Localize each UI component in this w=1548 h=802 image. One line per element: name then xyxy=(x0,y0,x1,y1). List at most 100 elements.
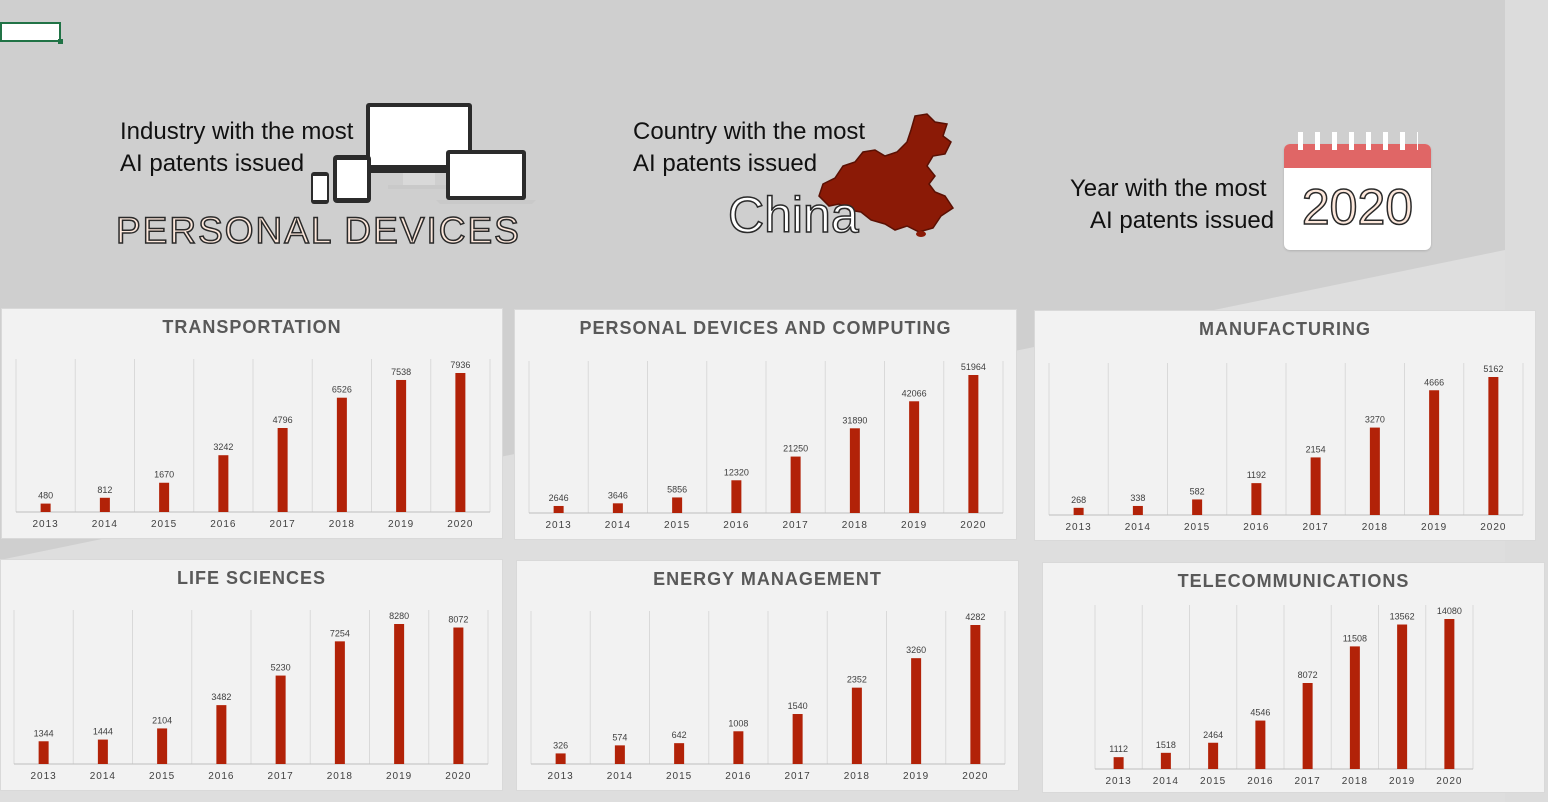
data-label: 8072 xyxy=(448,615,468,625)
data-label: 338 xyxy=(1130,493,1145,503)
bar-2020 xyxy=(1444,619,1454,769)
data-label: 12320 xyxy=(724,467,749,477)
x-tick-label: 2020 xyxy=(445,771,471,782)
calendar-icon: 2020 xyxy=(1284,132,1431,250)
x-tick-label: 2018 xyxy=(1362,522,1388,533)
data-label: 4666 xyxy=(1424,377,1444,387)
bar-2016 xyxy=(1251,483,1261,515)
bar-2014 xyxy=(1133,506,1143,515)
x-tick-label: 2017 xyxy=(1303,522,1329,533)
x-tick-label: 2014 xyxy=(92,519,118,530)
x-tick-label: 2015 xyxy=(666,771,692,782)
x-tick-label: 2016 xyxy=(208,771,234,782)
data-label: 14080 xyxy=(1437,606,1462,616)
bar-2017 xyxy=(1311,457,1321,515)
bar-2019 xyxy=(1397,625,1407,769)
bar-2018 xyxy=(1350,646,1360,769)
chart-svg: 1344201314442014210420153482201652302017… xyxy=(1,560,502,790)
bar-2019 xyxy=(1429,390,1439,515)
bar-2013 xyxy=(41,504,51,512)
devices-icon xyxy=(308,100,540,208)
x-tick-label: 2015 xyxy=(664,520,690,531)
x-tick-label: 2018 xyxy=(842,520,868,531)
bar-2018 xyxy=(335,641,345,764)
data-label: 2154 xyxy=(1306,444,1326,454)
kpi-industry-value: PERSONAL DEVICES xyxy=(116,210,521,252)
kpi-year-value: 2020 xyxy=(1284,178,1431,236)
x-tick-label: 2019 xyxy=(386,771,412,782)
bar-2013 xyxy=(39,741,49,764)
bar-2014 xyxy=(100,498,110,512)
data-label: 2352 xyxy=(847,675,867,685)
data-label: 1670 xyxy=(154,470,174,480)
selected-cell[interactable] xyxy=(0,22,61,42)
x-tick-label: 2013 xyxy=(1106,776,1132,787)
bar-2015 xyxy=(672,497,682,513)
data-label: 8072 xyxy=(1298,670,1318,680)
bar-2015 xyxy=(1192,499,1202,515)
x-tick-label: 2015 xyxy=(1184,522,1210,533)
x-tick-label: 2020 xyxy=(1480,522,1506,533)
x-tick-label: 2013 xyxy=(1066,522,1092,533)
chart-title: MANUFACTURING xyxy=(1035,319,1535,340)
bar-2018 xyxy=(1370,428,1380,515)
x-tick-label: 2013 xyxy=(548,771,574,782)
chart-svg: 1112201315182014246420154546201680722017… xyxy=(1043,563,1544,792)
bar-2020 xyxy=(968,375,978,513)
kpi-country-label-line2: AI patents issued xyxy=(633,148,817,180)
chart-panel-transportation: 4802013812201416702015324220164796201765… xyxy=(1,308,503,539)
x-tick-label: 2020 xyxy=(962,771,988,782)
bar-2019 xyxy=(394,624,404,764)
data-label: 1518 xyxy=(1156,740,1176,750)
data-label: 2104 xyxy=(152,715,172,725)
chart-svg: 4802013812201416702015324220164796201765… xyxy=(2,309,502,538)
data-label: 1344 xyxy=(34,728,54,738)
data-label: 6526 xyxy=(332,385,352,395)
x-tick-label: 2020 xyxy=(1436,776,1462,787)
data-label: 31890 xyxy=(842,415,867,425)
x-tick-label: 2019 xyxy=(1389,776,1415,787)
x-tick-label: 2016 xyxy=(210,519,236,530)
kpi-country-value: China xyxy=(728,186,859,244)
data-label: 1112 xyxy=(1109,744,1128,754)
data-label: 5230 xyxy=(271,663,291,673)
x-tick-label: 2013 xyxy=(31,771,57,782)
bar-2013 xyxy=(554,506,564,513)
x-tick-label: 2019 xyxy=(388,519,414,530)
data-label: 5856 xyxy=(667,484,687,494)
chart-title: TELECOMMUNICATIONS xyxy=(1043,571,1544,592)
kpi-industry-label-line2: AI patents issued xyxy=(120,148,304,180)
bar-2016 xyxy=(733,731,743,764)
data-label: 3482 xyxy=(211,692,231,702)
x-tick-label: 2019 xyxy=(1421,522,1447,533)
data-label: 1444 xyxy=(93,727,113,737)
x-tick-label: 2016 xyxy=(1247,776,1273,787)
x-tick-label: 2015 xyxy=(1200,776,1226,787)
x-tick-label: 2017 xyxy=(783,520,809,531)
bar-2018 xyxy=(852,688,862,764)
data-label: 21250 xyxy=(783,444,808,454)
chart-title: ENERGY MANAGEMENT xyxy=(517,569,1018,590)
bar-2015 xyxy=(157,728,167,764)
x-tick-label: 2017 xyxy=(1295,776,1321,787)
bar-2018 xyxy=(850,428,860,513)
x-tick-label: 2015 xyxy=(151,519,177,530)
data-label: 7936 xyxy=(450,360,470,370)
x-tick-label: 2018 xyxy=(327,771,353,782)
bar-2014 xyxy=(615,745,625,764)
chart-svg: 2646201336462014585620151232020162125020… xyxy=(515,310,1016,539)
chart-title: TRANSPORTATION xyxy=(2,317,502,338)
bar-2013 xyxy=(556,753,566,764)
bar-2020 xyxy=(1488,377,1498,515)
chart-title: LIFE SCIENCES xyxy=(1,568,502,589)
x-tick-label: 2014 xyxy=(607,771,633,782)
bar-2019 xyxy=(911,658,921,764)
chart-title: PERSONAL DEVICES AND COMPUTING xyxy=(515,318,1016,339)
data-label: 268 xyxy=(1071,495,1086,505)
bar-2016 xyxy=(216,705,226,764)
data-label: 7538 xyxy=(391,367,411,377)
x-tick-label: 2016 xyxy=(725,771,751,782)
x-tick-label: 2014 xyxy=(1153,776,1179,787)
bar-2016 xyxy=(1255,721,1265,769)
chart-panel-personal-devices: 2646201336462014585620151232020162125020… xyxy=(514,309,1017,540)
